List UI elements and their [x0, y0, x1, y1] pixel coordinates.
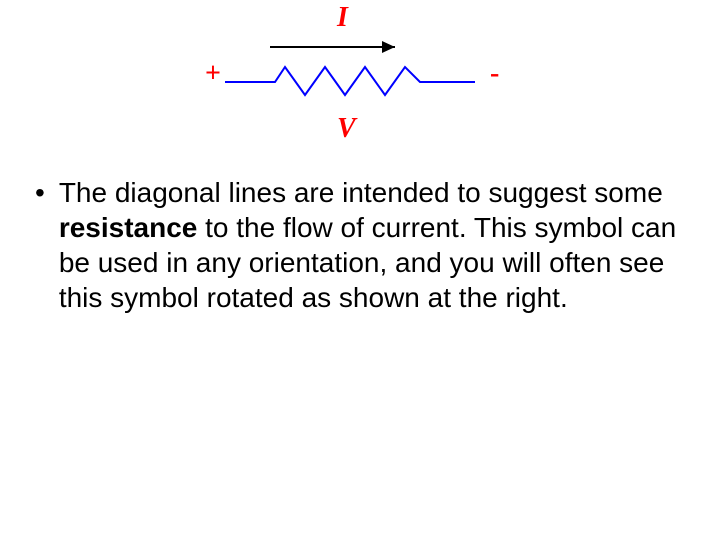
bullet-row: • The diagonal lines are intended to sug… [25, 175, 685, 315]
bullet-mark: • [25, 175, 59, 315]
description-block: • The diagonal lines are intended to sug… [25, 175, 685, 315]
resistor-symbol-svg [220, 37, 490, 107]
resistor-zigzag [225, 67, 475, 95]
resistor-diagram: I + - V [190, 0, 510, 150]
current-arrow-head [382, 41, 395, 53]
negative-terminal-label: - [490, 58, 499, 90]
bold-word: resistance [59, 212, 198, 243]
voltage-label: V [337, 113, 356, 145]
current-label: I [337, 2, 348, 34]
text-before: The diagonal lines are intended to sugge… [59, 177, 663, 208]
positive-terminal-label: + [205, 58, 221, 90]
bullet-text: The diagonal lines are intended to sugge… [59, 175, 685, 315]
